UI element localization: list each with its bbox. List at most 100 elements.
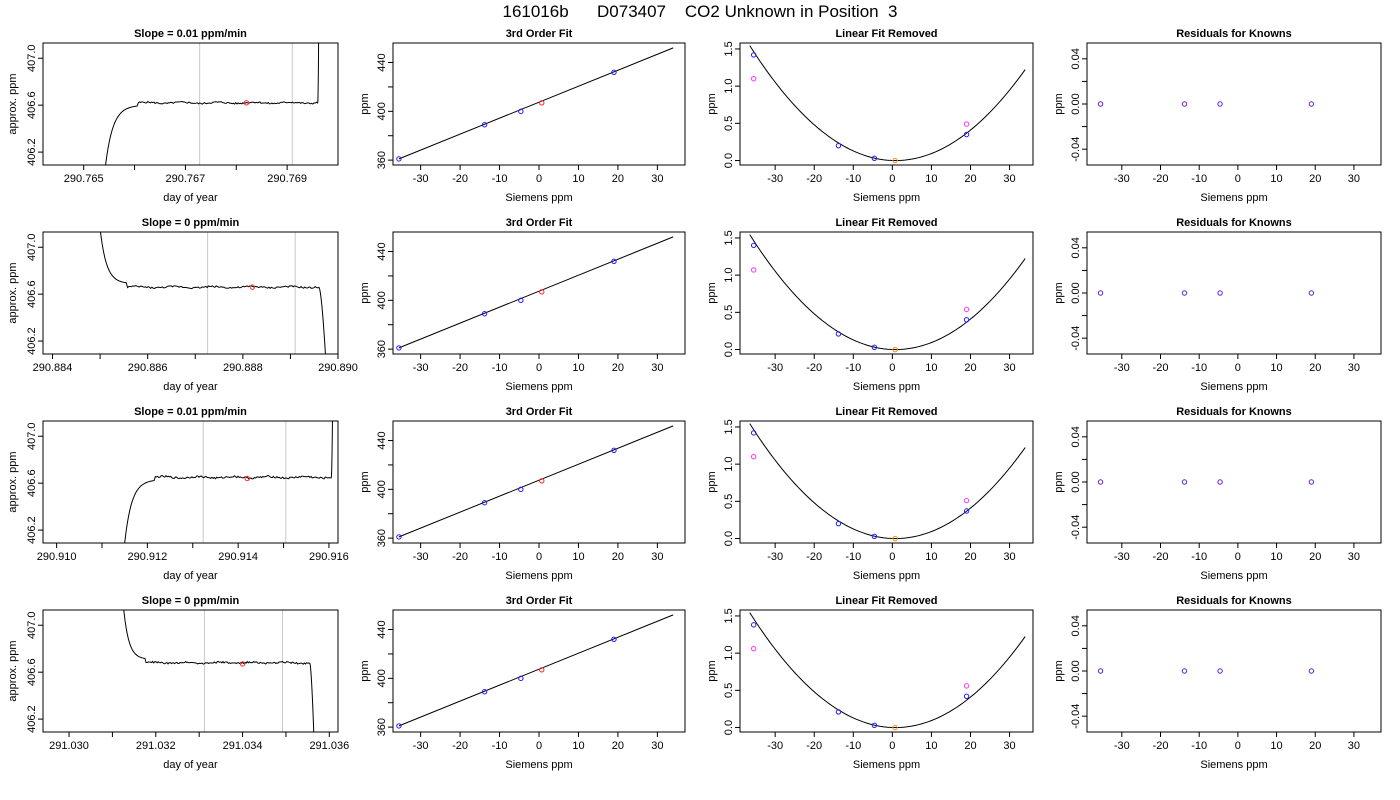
y-tick-label: 1.5 — [723, 41, 735, 56]
subplot-r1-c2: 3rd Order Fit -30 -20 -10 0 10 20 30 360 400 440 Si… — [359, 28, 686, 204]
data-point — [750, 645, 757, 652]
x-tick-label: 0 — [889, 173, 895, 185]
data-point — [1181, 101, 1188, 107]
x-tick-label: -20 — [1153, 740, 1169, 752]
x-axis-label: Siemens ppm — [505, 570, 572, 582]
y-tick-label: 1.0 — [723, 456, 735, 471]
y-tick-label: 1.5 — [723, 419, 735, 434]
x-tick-label: 291.036 — [309, 740, 349, 752]
y-axis-label: ppm — [359, 471, 371, 492]
x-axis-label: Siemens ppm — [853, 192, 920, 204]
x-tick-label: 290.886 — [128, 362, 168, 374]
x-axis-label: Siemens ppm — [505, 192, 572, 204]
sample-point — [244, 475, 250, 482]
x-tick-label: 10 — [572, 740, 584, 752]
plot-area — [749, 45, 1026, 164]
y-tick-label: 0.00 — [1070, 282, 1082, 303]
data-point — [396, 534, 402, 540]
data-point — [1308, 479, 1315, 485]
x-tick-label: 290.767 — [166, 173, 206, 185]
subplot-title: Residuals for Knowns — [1176, 217, 1292, 229]
x-tick-label: 10 — [925, 173, 937, 185]
x-tick-label: 20 — [1309, 362, 1321, 374]
data-point — [611, 636, 617, 642]
y-tick-label: 360 — [376, 718, 388, 736]
y-tick-label: 406.2 — [26, 327, 38, 355]
x-axis-label: Siemens ppm — [853, 759, 920, 771]
x-tick-label: 30 — [1348, 173, 1360, 185]
y-tick-label: 406.2 — [26, 705, 38, 733]
x-axis-label: day of year — [163, 192, 218, 204]
data-point — [963, 683, 970, 689]
subplot-r4-c1: Slope = 0 ppm/min 291.030 291.032 291.034 29… — [7, 595, 349, 771]
data-point — [396, 345, 402, 351]
x-tick-label: 10 — [925, 362, 937, 374]
data-point — [963, 306, 970, 313]
y-tick-label: -0.04 — [1070, 515, 1082, 540]
x-tick-label: 291.034 — [223, 740, 263, 752]
data-point — [963, 121, 970, 127]
x-axis-label: day of year — [163, 381, 218, 393]
data-point — [1097, 290, 1104, 296]
subplot-title: Linear Fit Removed — [835, 595, 937, 607]
plot-frame — [42, 609, 339, 733]
subplot-r3-c1: Slope = 0.01 ppm/min 290.910 290.912 290.91… — [7, 406, 349, 582]
x-tick-label: 30 — [1003, 740, 1015, 752]
subplot-r2-c3: Linear Fit Removed -30 -20 -10 0 10 20 30 0.0 0.5… — [706, 217, 1034, 393]
data-point — [835, 331, 842, 337]
x-tick-label: -10 — [1191, 173, 1207, 185]
x-tick-label: -20 — [452, 551, 468, 563]
plot-area — [396, 425, 674, 540]
plot-area — [124, 421, 333, 543]
x-tick-label: 30 — [1348, 740, 1360, 752]
subplot-title: Slope = 0.01 ppm/min — [134, 406, 247, 418]
y-tick-label: 360 — [376, 151, 388, 169]
x-tick-label: -30 — [413, 740, 429, 752]
subplot-r4-c4: Residuals for Knowns -30 -20 -10 0 10 20 30 -0.0… — [1053, 595, 1382, 771]
x-tick-label: 20 — [612, 362, 624, 374]
x-tick-label: 0 — [889, 551, 895, 563]
y-tick-label: 1.0 — [723, 78, 735, 93]
plot-area — [123, 610, 315, 732]
y-tick-label: 406.6 — [26, 280, 38, 308]
x-tick-label: 290.910 — [37, 551, 77, 563]
x-tick-label: 20 — [612, 551, 624, 563]
data-point — [835, 709, 842, 715]
x-tick-label: -30 — [767, 551, 783, 563]
x-tick-label: -30 — [413, 173, 429, 185]
x-tick-label: -10 — [492, 173, 508, 185]
y-tick-label: 400 — [376, 291, 388, 309]
subplot-r4-c2: 3rd Order Fit -30 -20 -10 0 10 20 30 360 400 440 Si… — [359, 595, 686, 771]
x-axis-label: Siemens ppm — [1200, 759, 1267, 771]
subplot-title: 3rd Order Fit — [506, 217, 573, 229]
y-tick-label: 360 — [376, 340, 388, 358]
data-point — [1181, 290, 1188, 296]
x-tick-label: -20 — [1153, 173, 1169, 185]
data-point — [750, 267, 757, 273]
x-tick-label: 0 — [889, 362, 895, 374]
y-axis-label: approx. ppm — [7, 640, 19, 701]
data-point — [1181, 479, 1188, 485]
x-tick-label: -20 — [452, 740, 468, 752]
data-point — [892, 346, 898, 353]
y-tick-label: 407.0 — [26, 233, 38, 261]
plot-area — [99, 232, 326, 354]
data-point — [481, 122, 488, 128]
x-tick-label: 30 — [1003, 173, 1015, 185]
y-tick-label: 406.2 — [26, 138, 38, 166]
plot-frame — [739, 609, 1034, 733]
y-axis-label: ppm — [706, 282, 718, 303]
data-point — [892, 157, 898, 164]
y-tick-label: 406.6 — [26, 658, 38, 686]
subplot-r2-c2: 3rd Order Fit -30 -20 -10 0 10 20 30 360 400 440 Si… — [359, 217, 686, 393]
x-tick-label: 30 — [1003, 551, 1015, 563]
x-tick-label: 20 — [964, 740, 976, 752]
y-tick-label: 440 — [376, 242, 388, 260]
x-tick-label: 0 — [536, 362, 542, 374]
y-axis-label: ppm — [359, 282, 371, 303]
y-tick-label: 0.5 — [723, 116, 735, 131]
subplot-title: Residuals for Knowns — [1176, 406, 1292, 418]
y-axis-label: approx. ppm — [7, 73, 19, 134]
y-tick-label: 0.0 — [723, 153, 735, 168]
x-tick-label: 291.032 — [136, 740, 176, 752]
